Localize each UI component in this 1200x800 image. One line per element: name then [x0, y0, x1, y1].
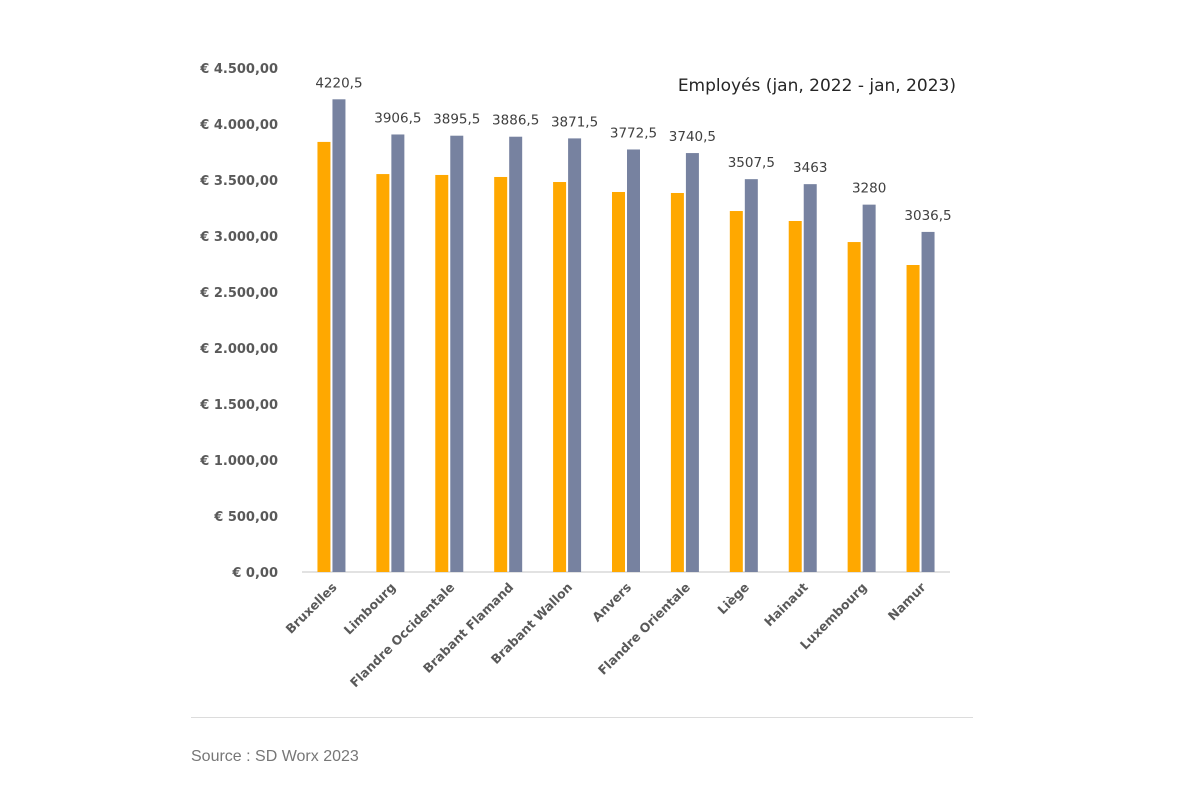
bar-jan-2022: [317, 141, 331, 573]
bar-jan-2023: [685, 153, 699, 572]
y-axis: € 0,00 € 500,00 € 1.000,00 € 1.500,00 € 2.00…: [199, 62, 278, 581]
bar-chart: € 0,00 € 500,00 € 1.000,00 € 1.500,00 € 2.00…: [199, 62, 956, 690]
data-label: 3906,5: [374, 110, 421, 126]
data-label: 3772,5: [610, 125, 657, 141]
data-label: 3036,5: [904, 208, 951, 224]
bar-jan-2023: [921, 231, 935, 573]
data-label: 3280: [852, 181, 886, 197]
y-tick-label: € 2.500,00: [199, 286, 278, 301]
bar-jan-2023: [803, 184, 817, 573]
bar-jan-2022: [670, 192, 684, 572]
chart-title: Employés (jan, 2022 - jan, 2023): [678, 76, 956, 96]
x-tick-label: Namur: [885, 579, 929, 623]
divider: [191, 717, 973, 718]
data-label: 3507,5: [728, 155, 775, 171]
y-tick-label: € 500,00: [213, 510, 278, 525]
bar-jan-2023: [391, 134, 405, 573]
y-tick-label: € 3.000,00: [199, 230, 278, 245]
data-label: 4220,5: [315, 75, 362, 91]
y-tick-label: € 4.000,00: [199, 118, 278, 133]
bar-jan-2023: [332, 99, 346, 572]
bar-jan-2022: [906, 265, 920, 572]
data-label: 3740,5: [669, 129, 716, 145]
data-label: 3886,5: [492, 113, 539, 129]
y-tick-label: € 1.000,00: [199, 454, 278, 469]
bar-jan-2023: [568, 138, 582, 572]
bar-jan-2023: [509, 136, 523, 572]
x-tick-label: Bruxelles: [283, 580, 340, 637]
bar-jan-2022: [788, 220, 802, 572]
y-tick-label: € 1.500,00: [199, 398, 278, 413]
data-label: 3895,5: [433, 112, 480, 128]
x-tick-label: Liège: [714, 580, 752, 618]
data-label: 3871,5: [551, 114, 598, 130]
bar-jan-2022: [729, 211, 743, 573]
x-tick-label: Flandre Occidentale: [347, 580, 458, 691]
bar-jan-2022: [612, 191, 625, 572]
bar-jan-2022: [435, 174, 449, 572]
data-label: 3463: [793, 160, 827, 176]
bar-jan-2023: [450, 135, 464, 573]
x-tick-label: Hainaut: [761, 579, 811, 629]
y-tick-label: € 4.500,00: [199, 62, 278, 77]
data-labels: 4220,5 3906,5 3895,5 3886,5 3871,5 3772,5 3740…: [315, 75, 951, 224]
bar-jan-2023: [627, 149, 640, 573]
bar-jan-2022: [553, 182, 567, 573]
x-tick-label: Anvers: [589, 580, 634, 625]
y-tick-label: € 0,00: [231, 566, 278, 581]
y-tick-label: € 3.500,00: [199, 174, 278, 189]
bar-jan-2022: [847, 242, 861, 572]
source-caption: Source : SD Worx 2023: [191, 748, 359, 765]
bar-jan-2023: [744, 179, 758, 572]
bar-jan-2023: [862, 204, 876, 572]
bars: [317, 99, 935, 573]
y-tick-label: € 2.000,00: [199, 342, 278, 357]
bar-jan-2022: [494, 176, 508, 572]
x-tick-label: Limbourg: [341, 580, 399, 638]
bar-jan-2022: [376, 174, 390, 572]
